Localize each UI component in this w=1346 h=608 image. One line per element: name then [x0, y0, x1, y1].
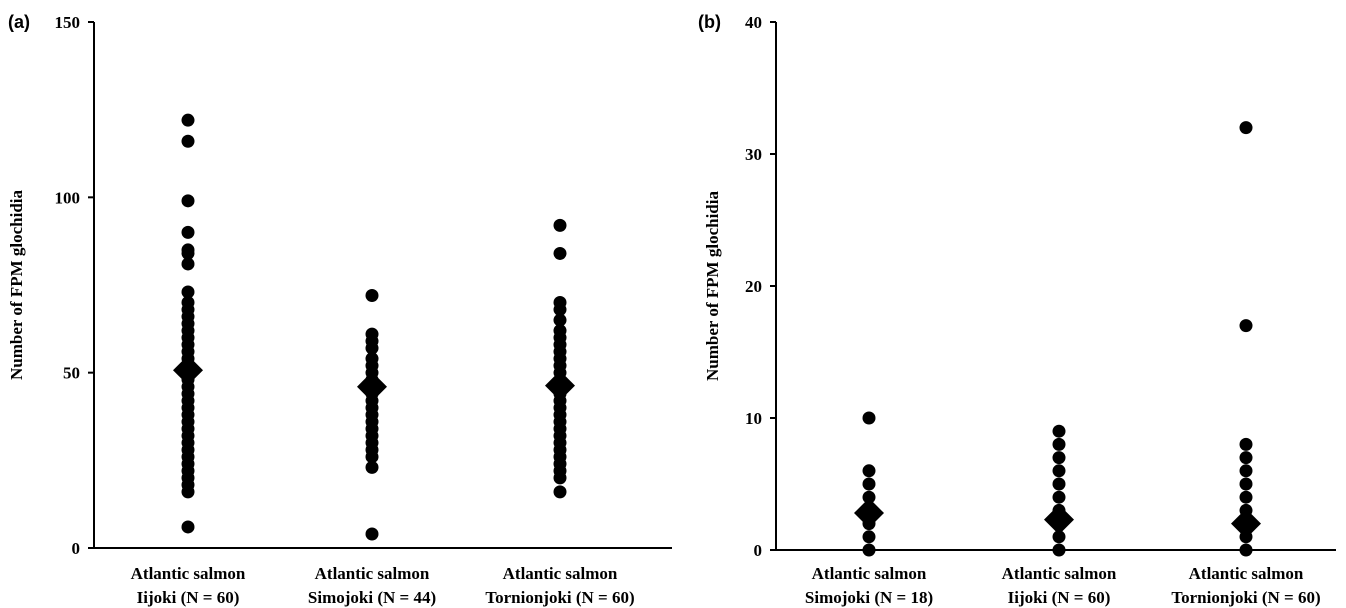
data-point	[862, 490, 876, 504]
data-point	[1239, 319, 1253, 333]
data-point	[553, 324, 567, 338]
category-label: Atlantic salmon	[315, 564, 430, 583]
data-point	[181, 134, 195, 148]
data-point	[181, 520, 195, 534]
panel-a: (a) 0 50 100 150 Number of FPM glochidia Atlan…	[7, 12, 672, 607]
data-point	[1239, 451, 1253, 465]
data-point	[181, 243, 195, 257]
data-point	[1239, 121, 1253, 135]
mean-marker	[854, 498, 884, 529]
data-point	[365, 460, 379, 474]
data-point	[1052, 437, 1066, 451]
panel-label: (a)	[8, 12, 30, 32]
mean-marker	[1044, 504, 1074, 535]
data-point	[862, 411, 876, 425]
y-tick-label: 10	[745, 409, 762, 428]
category-label: Iijoki (N = 60)	[137, 588, 240, 607]
data-point	[862, 464, 876, 478]
panel-label: (b)	[698, 12, 721, 32]
data-point	[862, 530, 876, 544]
y-tick-label: 0	[754, 541, 763, 560]
data-point	[1052, 543, 1066, 557]
data-point	[553, 218, 567, 232]
data-point	[365, 327, 379, 341]
y-tick-label: 150	[55, 13, 81, 32]
category-label: Atlantic salmon	[131, 564, 246, 583]
data-point	[1052, 424, 1066, 438]
data-point	[181, 257, 195, 271]
data-point	[1239, 543, 1253, 557]
data-point	[1239, 477, 1253, 491]
y-tick-label: 50	[63, 364, 80, 383]
data-point	[553, 296, 567, 310]
data-point	[365, 289, 379, 303]
mean-marker	[357, 371, 387, 402]
y-tick-label: 20	[745, 277, 762, 296]
category-label: Atlantic salmon	[812, 564, 927, 583]
mean-marker	[545, 370, 575, 401]
category-label: Atlantic salmon	[1189, 564, 1304, 583]
y-axis-label: Number of FPM glochidia	[7, 190, 26, 380]
mean-marker	[1231, 508, 1261, 539]
data-point	[553, 246, 567, 260]
category-label: Tornionjoki (N = 60)	[1171, 588, 1320, 607]
y-axis-label: Number of FPM glochidia	[703, 191, 722, 381]
data-point	[181, 296, 195, 310]
category-label: Simojoki (N = 18)	[805, 588, 933, 607]
data-point	[181, 113, 195, 127]
data-point	[862, 477, 876, 491]
category-label: Tornionjoki (N = 60)	[485, 588, 634, 607]
data-point	[181, 285, 195, 299]
y-tick-label: 100	[55, 188, 81, 207]
category-label: Simojoki (N = 44)	[308, 588, 436, 607]
data-point	[1052, 530, 1066, 544]
data-point	[1052, 464, 1066, 478]
y-tick-label: 0	[72, 539, 81, 558]
data-point	[1052, 477, 1066, 491]
data-point	[1052, 490, 1066, 504]
data-point	[181, 194, 195, 208]
category-label: Atlantic salmon	[503, 564, 618, 583]
data-point	[553, 485, 567, 499]
data-point	[365, 352, 379, 366]
data-point	[1239, 464, 1253, 478]
panel-b: (b) 0 10 20 30 40 Number of FPM glochidia Atlan…	[698, 12, 1336, 607]
data-point	[181, 225, 195, 239]
data-point	[365, 527, 379, 541]
category-label: Atlantic salmon	[1002, 564, 1117, 583]
data-point	[553, 313, 567, 327]
data-point	[1239, 490, 1253, 504]
data-point	[862, 543, 876, 557]
y-tick-label: 30	[745, 145, 762, 164]
y-tick-label: 40	[745, 13, 762, 32]
mean-marker	[173, 355, 203, 386]
category-label: Iijoki (N = 60)	[1008, 588, 1111, 607]
data-point	[1052, 451, 1066, 465]
data-point	[1239, 437, 1253, 451]
